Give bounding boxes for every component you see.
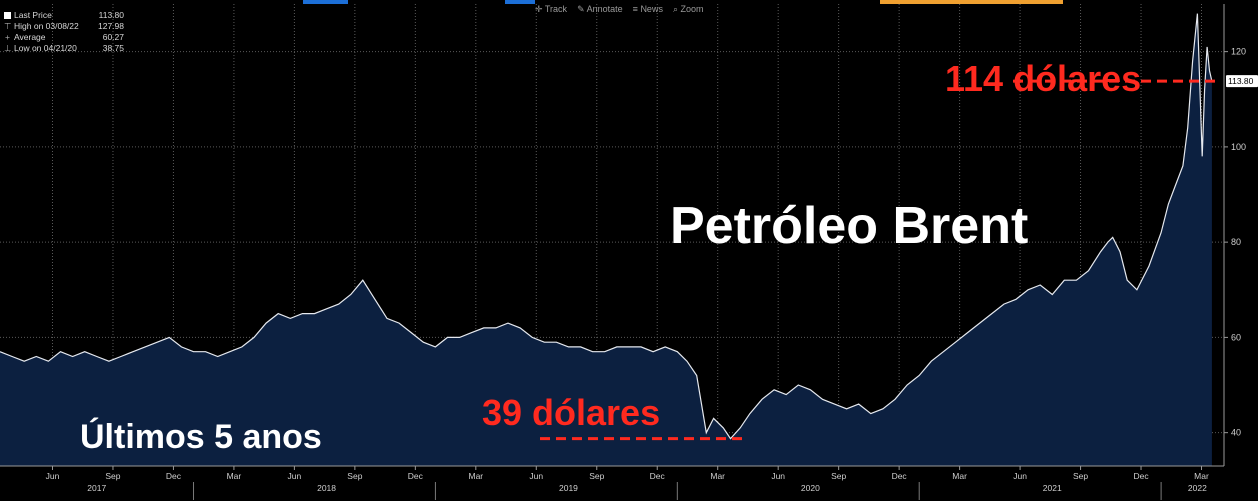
x-tick-label: Dec xyxy=(892,471,908,481)
magnifier-icon: ⌕ xyxy=(672,4,678,14)
price-area xyxy=(0,13,1212,466)
last-price-label: 113.80 xyxy=(1228,76,1254,86)
y-tick-label: 80 xyxy=(1231,237,1241,247)
x-tick-label: Jun xyxy=(1013,471,1027,481)
x-tick-label: Mar xyxy=(468,471,483,481)
x-tick-label: Jun xyxy=(529,471,543,481)
white-square-icon xyxy=(4,12,11,19)
x-tick-label: Sep xyxy=(831,471,846,481)
legend-high: ⊤ High on 03/08/22 127.98 xyxy=(4,21,124,31)
x-tick-label: Dec xyxy=(166,471,182,481)
x-tick-label: Sep xyxy=(105,471,120,481)
y-tick-label: 60 xyxy=(1231,332,1241,342)
topbar-blue-segment xyxy=(505,0,535,4)
x-tick-label: Dec xyxy=(650,471,666,481)
chart-legend: Last Price 113.80 ⊤ High on 03/08/22 127.… xyxy=(4,10,124,54)
y-tick-label: 40 xyxy=(1231,428,1241,438)
crosshair-icon: ✛ xyxy=(535,4,543,14)
year-label: 2017 xyxy=(87,483,106,493)
year-label: 2018 xyxy=(317,483,336,493)
year-label: 2020 xyxy=(801,483,820,493)
news-icon: ≡ xyxy=(632,4,638,14)
x-tick-label: Mar xyxy=(1194,471,1209,481)
year-label: 2021 xyxy=(1043,483,1062,493)
low-price-annotation: 39 dólares xyxy=(482,392,661,433)
low-marker-icon: ⊥ xyxy=(4,43,12,53)
track-button[interactable]: ✛ Track xyxy=(535,4,568,14)
x-tick-label: Dec xyxy=(408,471,424,481)
high-price-annotation: 114 dólares xyxy=(945,58,1142,99)
pencil-icon: ✎ xyxy=(577,4,585,14)
x-tick-label: Mar xyxy=(952,471,967,481)
x-tick-label: Jun xyxy=(288,471,302,481)
chart-title: Petróleo Brent xyxy=(670,197,1029,255)
x-tick-label: Mar xyxy=(710,471,725,481)
annotate-button[interactable]: ✎ Annotate xyxy=(577,4,623,14)
last-price-tag xyxy=(1226,75,1258,88)
x-tick-label: Jun xyxy=(46,471,60,481)
x-tick-label: Sep xyxy=(1073,471,1088,481)
chart-toolbar: ✛ Track ✎ Annotate ≡ News ⌕ Zoom xyxy=(535,4,704,18)
x-tick-label: Sep xyxy=(347,471,362,481)
y-tick-label: 120 xyxy=(1231,47,1246,57)
top-status-bar xyxy=(0,0,1258,4)
legend-low: ⊥ Low on 04/21/20 38.75 xyxy=(4,43,124,53)
topbar-blue-segment xyxy=(303,0,348,4)
year-label: 2019 xyxy=(559,483,578,493)
x-tick-label: Sep xyxy=(589,471,604,481)
x-tick-label: Jun xyxy=(771,471,785,481)
topbar-orange-segment xyxy=(880,0,1063,4)
x-tick-label: Mar xyxy=(227,471,242,481)
zoom-button[interactable]: ⌕ Zoom xyxy=(672,4,704,14)
x-tick-label: Dec xyxy=(1133,471,1149,481)
news-button[interactable]: ≡ News xyxy=(632,4,663,14)
legend-last-price: Last Price 113.80 xyxy=(4,10,124,21)
average-marker-icon: + xyxy=(5,32,10,42)
price-line xyxy=(0,13,1213,440)
chart-subtitle: Últimos 5 anos xyxy=(80,418,322,456)
y-tick-label: 100 xyxy=(1231,142,1246,152)
year-label: 2022 xyxy=(1188,483,1207,493)
high-marker-icon: ⊤ xyxy=(4,21,12,31)
legend-average: + Average 60.27 xyxy=(5,32,124,42)
